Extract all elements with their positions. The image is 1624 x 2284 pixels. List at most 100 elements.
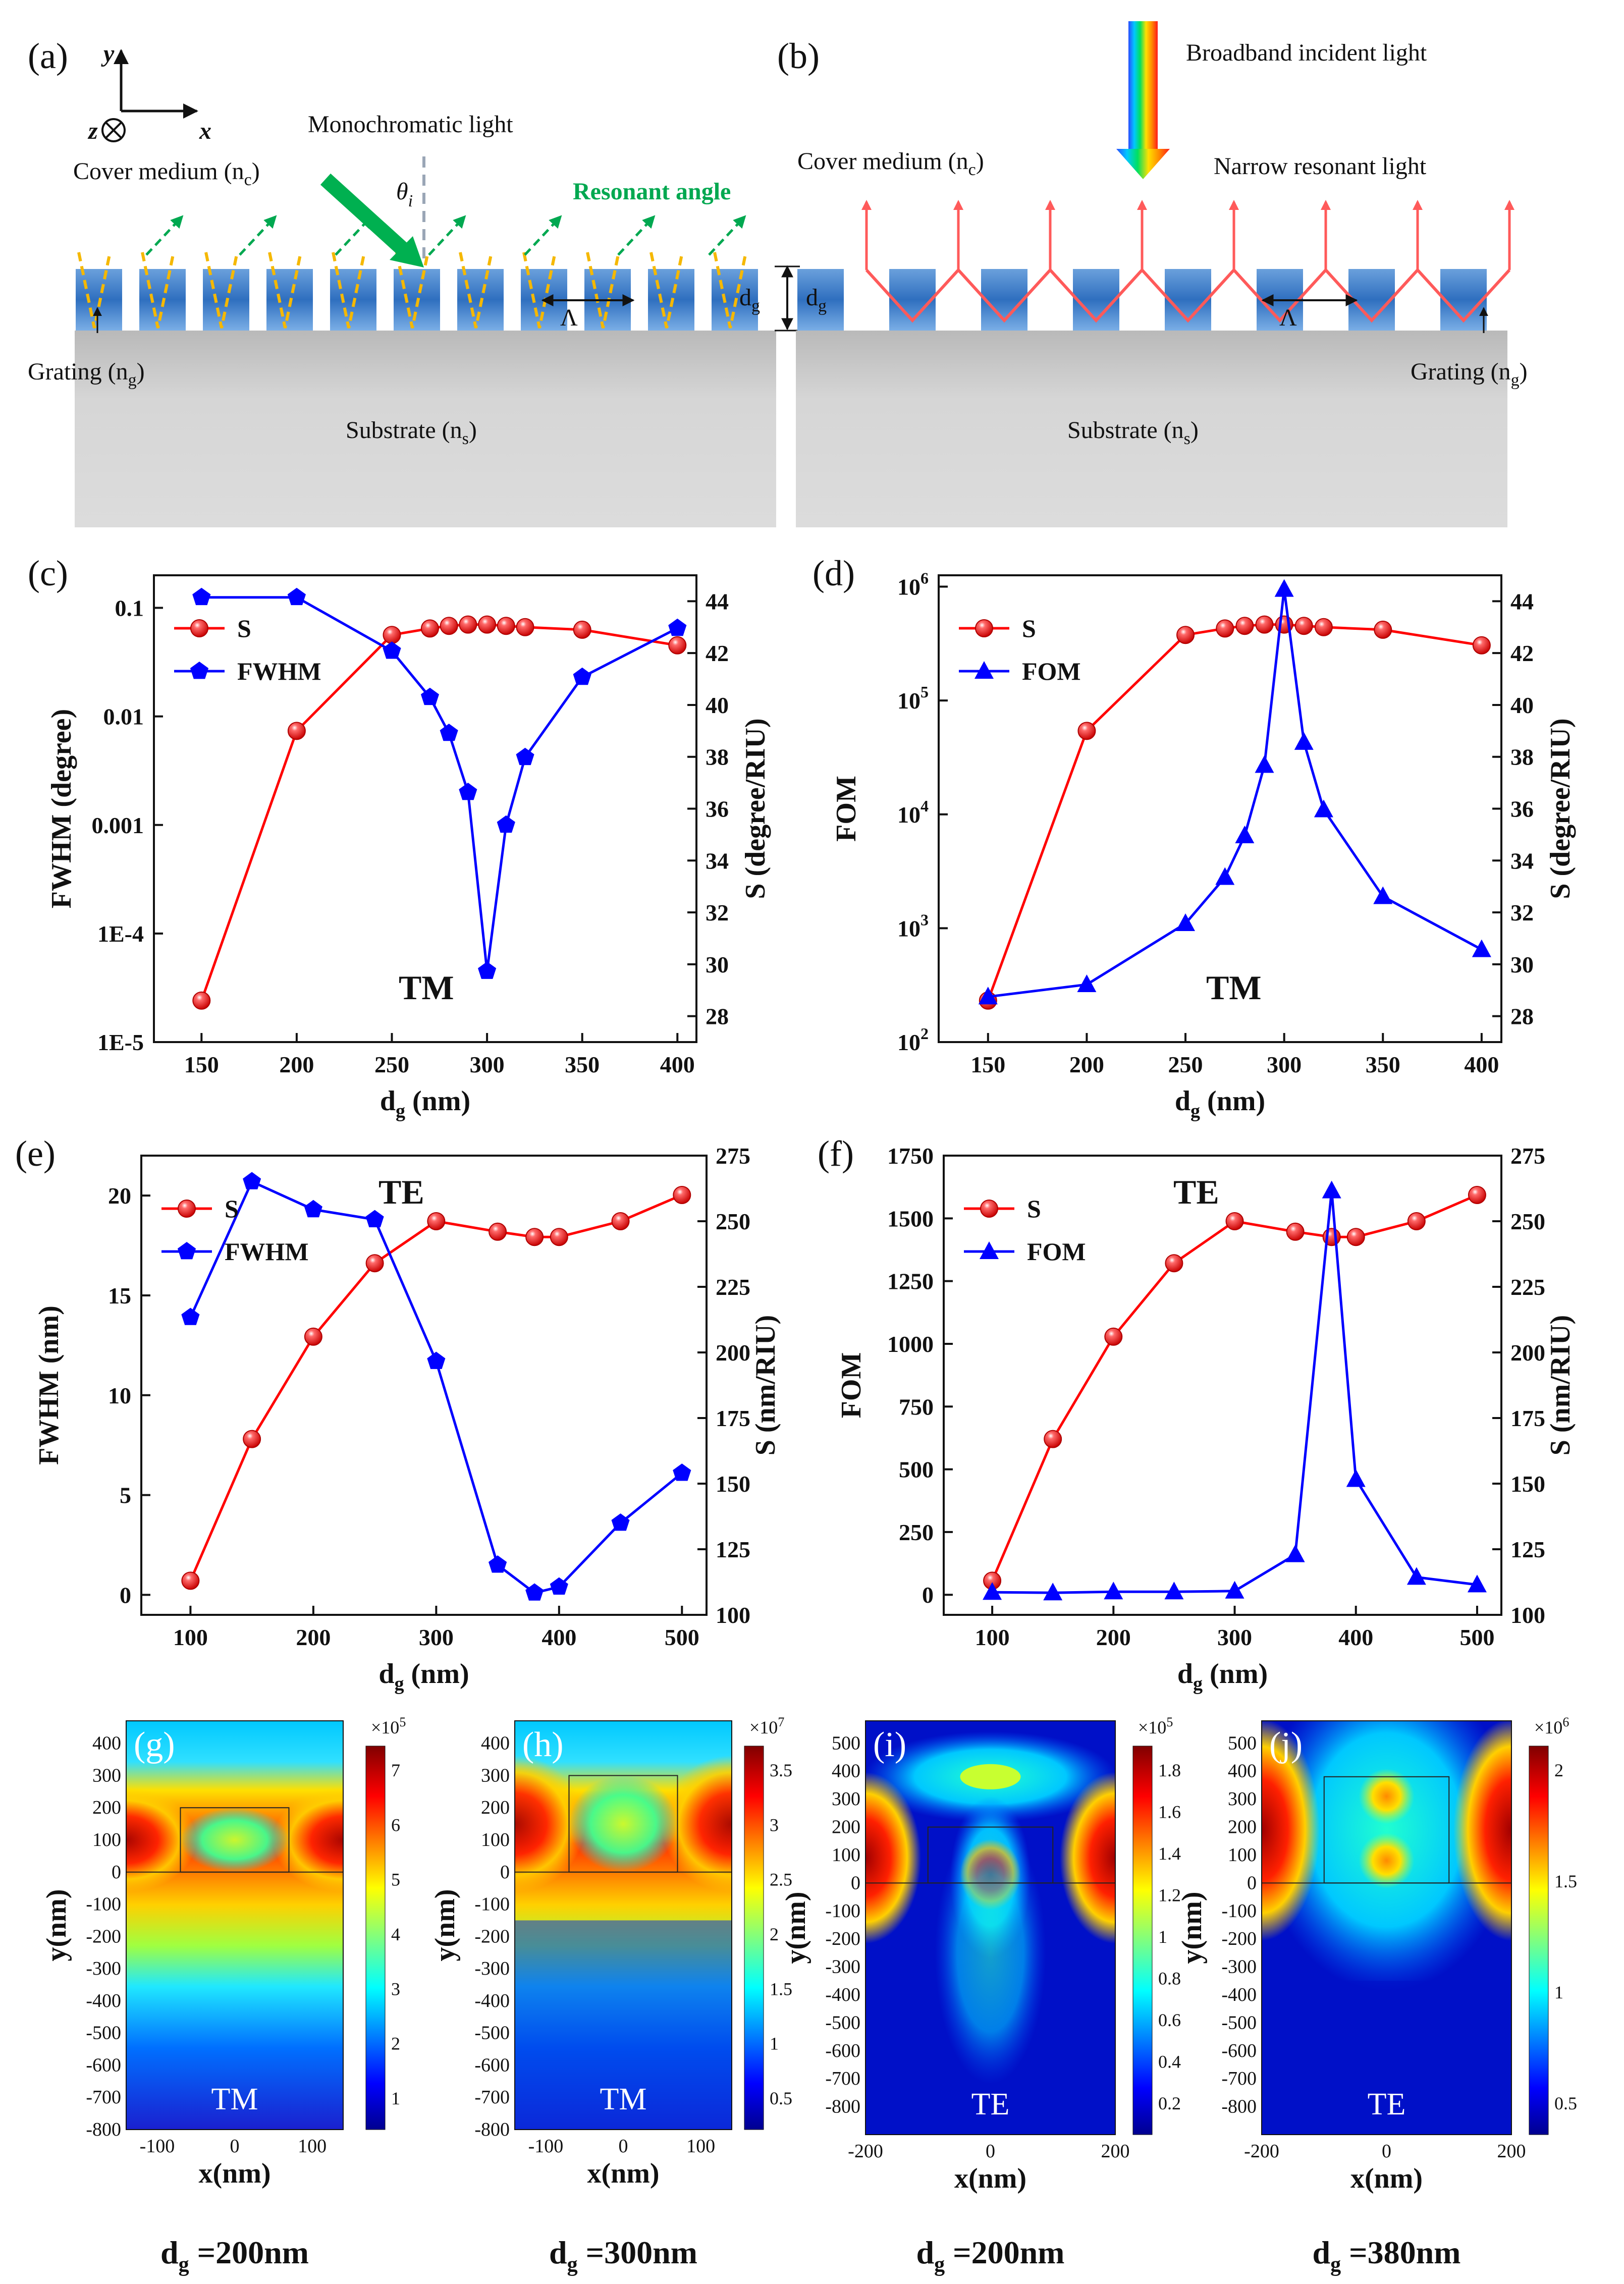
panel-label-b: (b): [777, 36, 820, 76]
svg-text:Grating (ng): Grating (ng): [28, 358, 145, 390]
data-point-s: [525, 1228, 544, 1246]
y-tick-label: 100: [92, 1829, 121, 1851]
x-tick-label: 300: [419, 1624, 454, 1650]
colorbar-tick: 6: [391, 1815, 400, 1835]
panel-label-a: (a): [28, 36, 68, 76]
data-point-fwhm: [427, 1351, 446, 1369]
series-line-fom: [988, 589, 1483, 998]
y-tick-label-left: 106: [897, 569, 929, 600]
colorbar-tick: 1: [391, 2088, 400, 2108]
svg-text:Cover medium (nc): Cover medium (nc): [73, 158, 260, 189]
colorbar-exponent: ×105: [371, 1715, 406, 1737]
y-tick-label: -800: [474, 2119, 510, 2140]
cover-medium-label-b: Cover medium (n: [797, 148, 968, 175]
data-point-fwhm: [365, 1210, 384, 1227]
y-tick-label: -500: [1221, 2012, 1257, 2033]
line-charts: (c)150 200 250 300 350 4001E-51E-40.0010.010.…: [15, 553, 1576, 1695]
series-line-s: [991, 1193, 1478, 1582]
y-tick-label: -200: [474, 1926, 510, 1947]
mode-label: TM: [211, 2082, 258, 2116]
y-axis-label-right: S (degree/RIU): [740, 718, 771, 899]
y-tick-label-left: 105: [897, 683, 929, 714]
data-point-s: [1255, 615, 1274, 634]
resonant-angle-label: Resonant angle: [573, 178, 731, 205]
colorbar: [1132, 1746, 1153, 2135]
x-tick-label: -200: [848, 2141, 883, 2162]
y-tick-label: -800: [86, 2119, 121, 2140]
y-tick-label-left: 500: [899, 1457, 934, 1483]
data-point-fwhm: [550, 1577, 568, 1595]
data-point-fom: [1346, 1469, 1366, 1487]
chart-e: (e) 100 200 300 400 500 0 5 10 15 20 100 125 150 175 20…: [15, 1133, 781, 1695]
y-tick-label: -600: [825, 2040, 860, 2061]
data-point-s: [287, 722, 306, 740]
mode-label: TE: [1368, 2087, 1406, 2122]
data-point-fom: [978, 987, 998, 1005]
data-point-fom: [1176, 913, 1196, 932]
y-axis-label: y(nm): [780, 1891, 811, 1964]
data-point-s: [1468, 1186, 1486, 1204]
y-tick-label: -300: [1221, 1956, 1257, 1978]
x-tick-label: 500: [1459, 1624, 1494, 1650]
grating-outline: [568, 1775, 678, 1873]
legend-entry: FWHM: [237, 657, 321, 685]
y-tick-label: -700: [825, 2068, 860, 2089]
y-tick-label: 300: [832, 1788, 860, 1810]
y-tick-label-left: 104: [897, 797, 929, 828]
diffracted-order-arrow: [239, 215, 277, 256]
x-tick-label: 0: [619, 2136, 628, 2157]
map-frame: [126, 1720, 344, 2130]
panel-label: (d): [813, 553, 855, 593]
y-tick-label-right: 200: [1510, 1340, 1545, 1366]
data-point-fwhm: [478, 961, 497, 979]
y-tick-label-right: 40: [706, 692, 729, 718]
data-point-fwhm: [192, 587, 211, 606]
substrate-b: [796, 331, 1507, 527]
panel-label: (h): [522, 1725, 564, 1764]
y-axis-label-left: FOM: [831, 776, 862, 842]
diffracted-order-arrow: [524, 215, 562, 256]
legend-entry: FOM: [1027, 1237, 1086, 1266]
broadband-light-label: Broadband incident light: [1186, 39, 1427, 66]
y-tick-label-right: 175: [716, 1405, 750, 1431]
y-tick-label-right: 34: [706, 848, 729, 874]
data-point-fom: [1077, 974, 1097, 993]
grating-ridge: [797, 269, 844, 331]
y-tick-label-right: 125: [716, 1537, 750, 1562]
thickness-label-b: d: [806, 284, 818, 311]
data-point-s: [181, 1571, 200, 1590]
data-point-fwhm: [420, 687, 439, 705]
panel-label: (f): [818, 1133, 854, 1174]
y-tick-label-right: 32: [1510, 900, 1534, 926]
x-axis-label: x(nm): [587, 2158, 659, 2189]
y-axis-label-left: FWHM (degree): [46, 709, 77, 908]
data-point-s: [1407, 1212, 1426, 1230]
y-tick-label-left: 10: [108, 1383, 131, 1408]
chart-f: (f) 100 200 300 400 500 0 250 500 750 1000 1250 1500…: [818, 1133, 1576, 1695]
colorbar-tick: 1: [1554, 1982, 1563, 2002]
grating-outline: [927, 1826, 1054, 1884]
y-tick-label-right: 275: [716, 1143, 750, 1169]
colorbar-tick: 2: [770, 1924, 779, 1944]
data-point-fwhm: [190, 662, 209, 679]
y-tick-label-right: 32: [706, 900, 729, 926]
y-tick-label-right: 44: [1510, 588, 1534, 614]
y-tick-label: 200: [1228, 1817, 1257, 1838]
y-tick-label-right: 225: [716, 1274, 750, 1300]
colorbar-tick: 0.2: [1158, 2093, 1181, 2113]
data-point-s: [1314, 618, 1333, 636]
y-tick-label: -200: [1221, 1928, 1257, 1949]
x-axis-label: dg (nm): [1177, 1658, 1268, 1695]
svg-text:(b): (b): [777, 36, 820, 76]
axis-y-label: y: [101, 40, 115, 67]
data-point-fwhm: [525, 1583, 544, 1601]
x-tick-label: 0: [1382, 2141, 1391, 2162]
data-point-fom: [1472, 939, 1491, 957]
y-tick-label-right: 225: [1510, 1274, 1545, 1300]
svg-text:dg: dg: [739, 284, 760, 315]
data-point-s: [1235, 617, 1254, 635]
y-tick-label: 100: [832, 1844, 860, 1866]
panel-b-schematic: (b) Broadband incident light Narrow reso…: [777, 21, 1528, 527]
colorbar-tick: 1: [770, 2034, 779, 2054]
x-tick-label: 400: [542, 1624, 576, 1650]
